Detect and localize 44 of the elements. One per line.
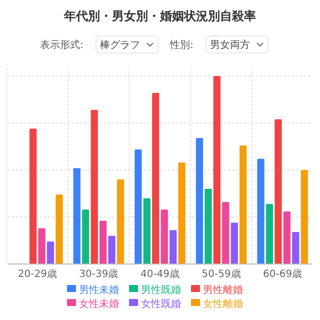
bar [178,162,186,264]
chart-title: 年代別・男女別・婚姻状況別自殺率 [63,9,256,23]
legend-label: 女性離婚 [203,298,243,310]
bar [116,179,124,264]
x-tick-label: 40-49歳 [140,268,180,280]
bar [230,222,238,264]
legend-label: 男性既婚 [141,284,181,296]
x-tick-label: 50-59歳 [202,268,241,280]
text: 表示形式: [40,39,84,51]
bar [196,138,204,264]
bar [29,128,37,264]
bar [99,220,107,264]
bar [204,188,212,264]
x-tick-label: 60-69歳 [263,268,302,280]
bar [170,230,177,264]
bar [56,194,63,264]
legend-label: 男性離婚 [203,284,243,296]
bar [213,76,221,264]
legend-label: 男性未婚 [79,284,119,296]
legend-label: 女性未婚 [79,298,119,310]
x-tick-label: 20-29歳 [18,268,57,280]
bar [90,110,98,264]
bar [38,228,46,264]
bar [46,241,54,264]
bar [160,209,168,264]
legend-label: 女性既婚 [141,298,181,310]
bar [108,236,116,264]
x-tick-label: 30-39歳 [79,268,118,280]
bar [73,168,80,264]
bar [292,232,300,264]
text: 性別: [169,39,194,51]
bar [266,204,274,264]
text: 男女両方 [210,39,250,51]
bar [257,158,264,264]
bar [300,170,308,264]
bar [152,92,160,264]
bar [222,202,230,264]
bar [143,198,150,264]
text: 棒グラフ [100,39,140,51]
bar [134,149,142,264]
bar [240,146,247,264]
bar [283,211,291,264]
bar [82,209,90,264]
bar [274,119,282,264]
